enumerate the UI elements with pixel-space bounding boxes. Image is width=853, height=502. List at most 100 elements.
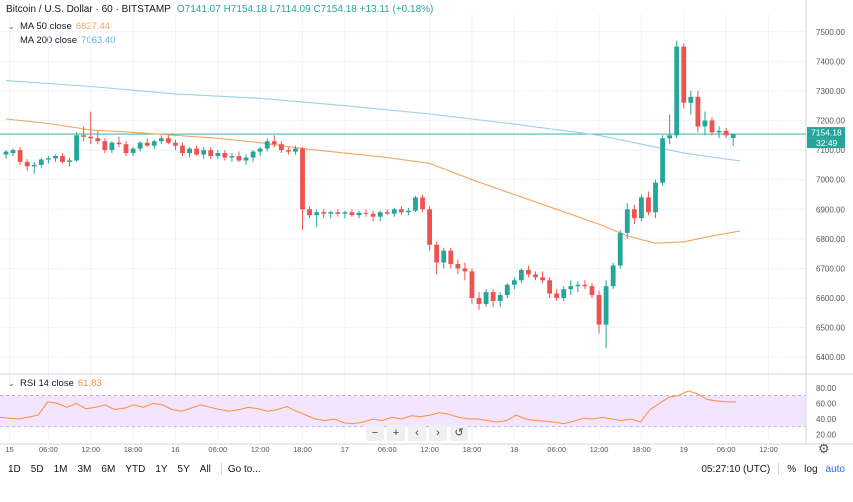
candle-body: [335, 212, 341, 214]
candle-body: [681, 46, 687, 103]
candle-body: [208, 150, 214, 157]
candle: [173, 139, 178, 151]
candle: [328, 210, 334, 219]
zoom-controls: − + ‹ › ↺: [366, 425, 468, 441]
time-tick-label: 06:00: [547, 445, 566, 454]
range-1y-button[interactable]: 1Y: [155, 463, 168, 475]
candle: [533, 271, 538, 281]
candle: [589, 283, 595, 299]
price-chart[interactable]: 7500.00 7400.00 7300.00 7200.00 7100.00 7000.…: [0, 0, 853, 458]
scroll-left-button[interactable]: ‹: [408, 425, 426, 441]
candle-body: [575, 284, 581, 287]
candle-body: [420, 197, 425, 210]
candle-body: [709, 120, 715, 133]
log-scale-button[interactable]: log: [804, 463, 818, 475]
collapse-chevron-icon[interactable]: ⌄: [7, 378, 15, 388]
ma50-legend[interactable]: ⌄ MA 50 close 6827.44: [6, 21, 110, 32]
ma200-legend[interactable]: MA 200 close 7063.40: [20, 35, 115, 46]
price-axis[interactable]: 7500.00 7400.00 7300.00 7200.00 7100.00 7000.…: [0, 0, 853, 445]
range-all-button[interactable]: All: [199, 463, 211, 475]
auto-scale-button[interactable]: auto: [825, 463, 845, 475]
candle-body: [653, 182, 658, 213]
rsi-label: RSI 14 close: [20, 378, 74, 389]
candle-body: [307, 209, 312, 216]
range-5y-button[interactable]: 5Y: [177, 463, 190, 475]
utc-clock[interactable]: 05:27:10 (UTC): [701, 463, 771, 475]
candle: [67, 157, 72, 167]
goto-button[interactable]: Go to...: [227, 463, 261, 475]
collapse-chevron-icon[interactable]: ⌄: [7, 21, 15, 31]
candle-body: [391, 209, 397, 214]
scale-controls: 05:27:10 (UTC) % log auto: [701, 458, 853, 480]
candle-body: [639, 197, 644, 219]
candle: [229, 153, 235, 162]
candle: [31, 161, 37, 174]
candle-body: [406, 210, 411, 213]
candle-body: [730, 134, 736, 138]
price-tick-label: 6600.00: [816, 294, 845, 303]
zoom-out-button[interactable]: −: [366, 425, 384, 441]
settings-gear-icon[interactable]: ⚙: [818, 441, 830, 456]
ohlc-readout: O7141.07 H7154.18 L7114.09 C7154.18 +13.…: [176, 4, 434, 15]
range-1m-button[interactable]: 1M: [53, 463, 68, 475]
time-tick-label: 17: [341, 445, 349, 454]
candle: [342, 210, 348, 219]
candle: [568, 280, 574, 296]
candles: [3, 40, 736, 349]
candle: [123, 141, 129, 157]
candle-body: [568, 286, 574, 290]
candle-body: [518, 269, 524, 281]
range-1d-button[interactable]: 1D: [8, 463, 21, 475]
time-tick-label: 18:00: [463, 445, 482, 454]
candle-body: [236, 156, 242, 161]
candle-body: [264, 141, 270, 149]
candle: [490, 289, 496, 307]
symbol-title[interactable]: Bitcoin / U.S. Dollar · 60 · BITSTAMP: [6, 4, 171, 15]
zoom-in-button[interactable]: +: [387, 425, 405, 441]
candle-body: [434, 244, 440, 263]
candle: [88, 111, 94, 145]
reset-chart-button[interactable]: ↺: [450, 425, 468, 441]
candle-body: [328, 212, 334, 214]
candle: [307, 206, 312, 219]
percent-scale-button[interactable]: %: [787, 463, 797, 475]
candle-body: [165, 138, 171, 143]
candle: [187, 147, 192, 158]
candle-body: [384, 212, 390, 214]
time-tick-label: 16: [171, 445, 179, 454]
range-5d-button[interactable]: 5D: [30, 463, 44, 475]
last-price-label: 7154.18: [811, 128, 842, 138]
candle-body: [257, 148, 263, 152]
candle: [286, 147, 291, 155]
scroll-right-button[interactable]: ›: [429, 425, 447, 441]
candle-body: [300, 148, 305, 210]
candle: [74, 132, 79, 162]
candle: [476, 292, 482, 310]
candle: [151, 139, 157, 149]
rsi-legend[interactable]: ⌄ RSI 14 close 61.83: [6, 378, 101, 389]
time-tick-label: 18:00: [632, 445, 651, 454]
candle-body: [441, 250, 447, 263]
candle-body: [695, 96, 701, 127]
time-axis[interactable]: 15 06:00 12:00 18:00 16 06:00 12:00 18:00 17 06:0…: [5, 445, 778, 454]
candle-body: [448, 250, 454, 265]
candle-body: [342, 212, 348, 214]
candle-body: [547, 280, 553, 294]
time-tick-label: 18: [510, 445, 518, 454]
candle-body: [243, 157, 249, 161]
candle-body: [702, 120, 708, 127]
time-tick-label: 12:00: [251, 445, 270, 454]
price-tick-label: 7200.00: [816, 117, 845, 126]
candle: [356, 210, 362, 219]
candle-body: [24, 161, 30, 167]
candle: [413, 195, 418, 213]
time-tick-label: 06:00: [39, 445, 58, 454]
range-6m-button[interactable]: 6M: [101, 463, 116, 475]
candle: [526, 265, 531, 278]
range-3m-button[interactable]: 3M: [77, 463, 92, 475]
candle-body: [377, 212, 383, 217]
candle: [137, 141, 143, 152]
candle: [660, 135, 665, 186]
range-ytd-button[interactable]: YTD: [125, 463, 146, 475]
candle-body: [116, 142, 122, 145]
